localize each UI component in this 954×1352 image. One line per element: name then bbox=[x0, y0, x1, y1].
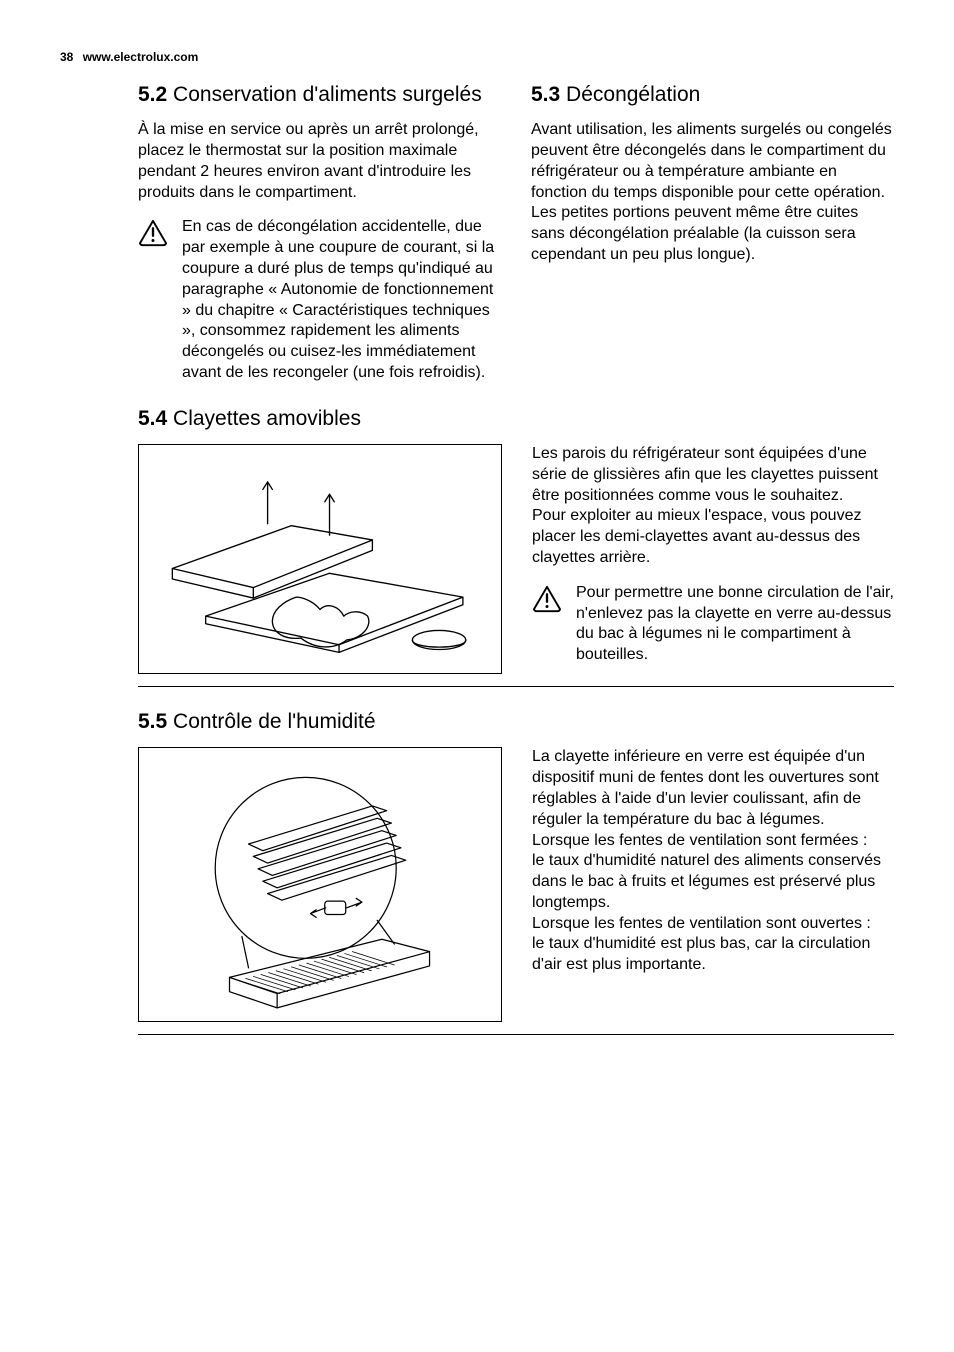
s55-p5: le taux d'humidité est plus bas, car la … bbox=[532, 934, 894, 976]
s53-p2: Les petites portions peuvent même être c… bbox=[531, 203, 894, 265]
s54-row: Les parois du réfrigérateur sont équipée… bbox=[138, 444, 894, 674]
s54-warn-text: Pour permettre une bonne circulation de … bbox=[576, 583, 894, 666]
s55-p2: Lorsque les fentes de ventilation sont f… bbox=[532, 831, 894, 852]
s53-p1: Avant utilisation, les aliments surgelés… bbox=[531, 120, 894, 203]
page-header: 38 www.electrolux.com bbox=[60, 50, 894, 64]
section-5-4: 5.4 Clayettes amovibles bbox=[138, 406, 894, 687]
divider bbox=[138, 686, 894, 687]
s54-warning: Pour permettre une bonne circulation de … bbox=[532, 583, 894, 666]
humidity-illustration bbox=[138, 747, 502, 1022]
heading-5-2: 5.2 Conservation d'aliments surgelés bbox=[138, 82, 501, 108]
s54-p1: Les parois du réfrigérateur sont équipée… bbox=[532, 444, 894, 506]
divider bbox=[138, 1034, 894, 1035]
s52-p1: À la mise en service ou après un arrêt p… bbox=[138, 120, 501, 203]
col-right: 5.3 Décongélation Avant utilisation, les… bbox=[531, 82, 894, 384]
s55-p1: La clayette inférieure en verre est équi… bbox=[532, 747, 894, 830]
heading-5-3: 5.3 Décongélation bbox=[531, 82, 894, 108]
s55-p4: Lorsque les fentes de ventilation sont o… bbox=[532, 914, 894, 935]
s52-warning: En cas de décongélation accidentelle, du… bbox=[138, 217, 501, 383]
shelf-illustration bbox=[138, 444, 502, 674]
s55-text: La clayette inférieure en verre est équi… bbox=[532, 747, 894, 1022]
section-5-5: 5.5 Contrôle de l'humidité bbox=[138, 709, 894, 1035]
main-content: 5.2 Conservation d'aliments surgelés À l… bbox=[60, 82, 894, 1035]
s55-p3: le taux d'humidité naturel des aliments … bbox=[532, 851, 894, 913]
heading-5-5: 5.5 Contrôle de l'humidité bbox=[138, 709, 894, 735]
site-url: www.electrolux.com bbox=[83, 50, 199, 64]
page-number: 38 bbox=[60, 50, 73, 64]
s52-warn-text: En cas de décongélation accidentelle, du… bbox=[182, 217, 501, 383]
col-left: 5.2 Conservation d'aliments surgelés À l… bbox=[138, 82, 501, 384]
s55-row: La clayette inférieure en verre est équi… bbox=[138, 747, 894, 1022]
warning-icon bbox=[532, 585, 562, 613]
shelf-svg bbox=[139, 445, 501, 673]
heading-5-4: 5.4 Clayettes amovibles bbox=[138, 406, 894, 432]
s54-p2: Pour exploiter au mieux l'espace, vous p… bbox=[532, 506, 894, 568]
humidity-svg bbox=[139, 748, 501, 1021]
s54-text: Les parois du réfrigérateur sont équipée… bbox=[532, 444, 894, 674]
top-columns: 5.2 Conservation d'aliments surgelés À l… bbox=[138, 82, 894, 384]
warning-icon bbox=[138, 219, 168, 247]
